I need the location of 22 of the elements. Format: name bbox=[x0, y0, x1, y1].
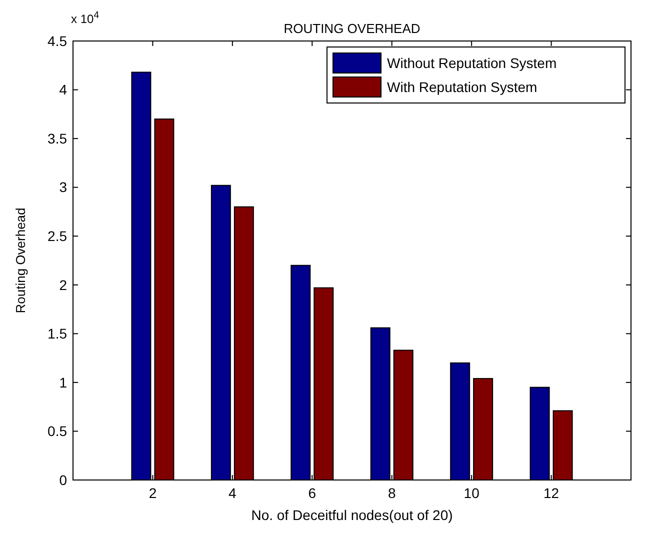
y-tick-label: 1 bbox=[59, 374, 68, 390]
x-tick-label: 6 bbox=[308, 485, 316, 501]
y-tick-label: 0.5 bbox=[48, 423, 68, 440]
text: x 10$^{4}$ bbox=[71, 10, 100, 26]
x-tick-label: 8 bbox=[388, 485, 396, 501]
x-tick-label: 12 bbox=[543, 485, 560, 501]
y-tick-label: 4 bbox=[59, 82, 68, 98]
x-tick-label: 10 bbox=[464, 485, 480, 501]
y-tick-label: 3.5 bbox=[48, 130, 68, 146]
chart-title: ROUTING OVERHEAD bbox=[284, 21, 420, 36]
y-tick-label: 2.5 bbox=[48, 228, 68, 244]
y-tick-label: 3 bbox=[59, 179, 68, 196]
y-tick-label: 4.5 bbox=[48, 32, 68, 49]
y-axis-title: Routing Overhead bbox=[13, 208, 28, 314]
x-tick-label: 2 bbox=[148, 485, 157, 501]
x-tick-label: 4 bbox=[228, 485, 237, 501]
legend-label: With Reputation System bbox=[387, 78, 538, 95]
x-axis-title: No. of Deceitful nodes(out of 20) bbox=[251, 507, 453, 523]
y-tick-label: 0 bbox=[59, 472, 68, 488]
legend-label: Without Reputation System bbox=[387, 54, 557, 71]
y-tick-label: 1.5 bbox=[48, 326, 68, 342]
y-tick-label: 2 bbox=[59, 276, 68, 293]
